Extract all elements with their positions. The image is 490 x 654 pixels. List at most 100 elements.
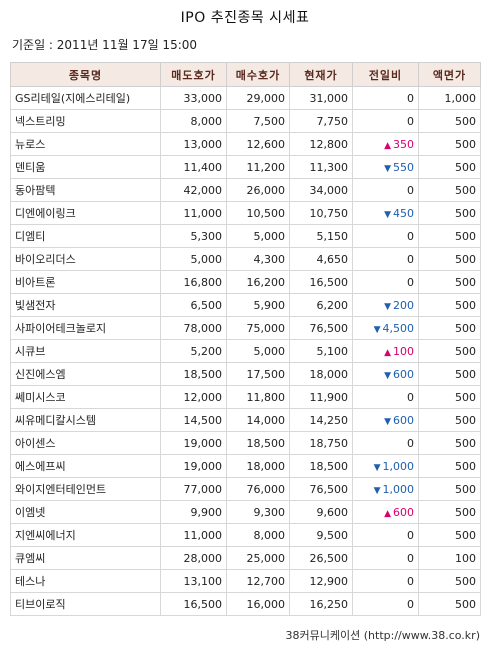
current-price-cell: 10,750	[289, 201, 353, 225]
change-cell: ▼ 200	[352, 293, 419, 317]
par-value-cell: 1,000	[418, 86, 481, 110]
bid-price-cell: 5,900	[226, 293, 290, 317]
current-price-cell: 31,000	[289, 86, 353, 110]
par-value-cell: 500	[418, 500, 481, 524]
triangle-down-icon: ▼	[373, 324, 381, 335]
change-value: 450	[393, 206, 414, 220]
triangle-down-icon: ▼	[373, 462, 381, 473]
ask-price-cell: 13,100	[160, 569, 227, 593]
bid-price-cell: 11,200	[226, 155, 290, 179]
par-value-cell: 100	[418, 546, 481, 570]
triangle-up-icon: ▲	[384, 347, 391, 358]
current-price-cell: 76,500	[289, 477, 353, 501]
stock-name-cell: 빛샘전자	[10, 293, 161, 317]
column-header-name: 종목명	[10, 62, 161, 87]
change-cell: ▼ 450	[352, 201, 419, 225]
stock-name-cell: 디엔에이링크	[10, 201, 161, 225]
stock-name-cell: 에스에프씨	[10, 454, 161, 478]
change-cell: 0	[352, 385, 419, 409]
current-price-cell: 11,900	[289, 385, 353, 409]
stock-name-cell: 동아팜텍	[10, 178, 161, 202]
bid-price-cell: 25,000	[226, 546, 290, 570]
current-price-cell: 18,750	[289, 431, 353, 455]
current-price-cell: 14,250	[289, 408, 353, 432]
change-value: 350	[393, 137, 414, 151]
stock-name-cell: 사파이어테크놀로지	[10, 316, 161, 340]
change-cell: ▼ 550	[352, 155, 419, 179]
price-table: 종목명 매도호가 매수호가 현재가 전일비 액면가 GS리테일(지에스리테일) 3…	[10, 62, 481, 616]
current-price-cell: 12,900	[289, 569, 353, 593]
par-value-cell: 500	[418, 316, 481, 340]
change-value: 550	[393, 160, 414, 174]
stock-name-cell: 덴티움	[10, 155, 161, 179]
change-cell: 0	[352, 431, 419, 455]
change-value: 200	[393, 298, 414, 312]
triangle-down-icon: ▼	[384, 209, 391, 220]
ask-price-cell: 11,400	[160, 155, 227, 179]
price-table-container: 종목명 매도호가 매수호가 현재가 전일비 액면가 GS리테일(지에스리테일) 3…	[10, 62, 481, 616]
change-value: 0	[407, 574, 414, 588]
table-row: 사파이어테크놀로지 78,000 75,000 76,500 ▼ 4,500 500	[10, 316, 481, 340]
table-row: 디엔에이링크 11,000 10,500 10,750 ▼ 450 500	[10, 201, 481, 225]
triangle-down-icon: ▼	[384, 370, 391, 381]
triangle-up-icon: ▲	[384, 140, 391, 151]
change-cell: 0	[352, 592, 419, 616]
change-cell: ▼ 4,500	[352, 316, 419, 340]
current-price-cell: 26,500	[289, 546, 353, 570]
stock-name-cell: 시큐브	[10, 339, 161, 363]
par-value-cell: 500	[418, 132, 481, 156]
triangle-down-icon: ▼	[373, 485, 381, 496]
table-row: 덴티움 11,400 11,200 11,300 ▼ 550 500	[10, 155, 481, 179]
ask-price-cell: 9,900	[160, 500, 227, 524]
bid-price-cell: 18,500	[226, 431, 290, 455]
change-value: 600	[393, 367, 414, 381]
stock-name-cell: GS리테일(지에스리테일)	[10, 86, 161, 110]
page-title: IPO 추진종목 시세표	[180, 10, 310, 26]
current-price-cell: 5,100	[289, 339, 353, 363]
par-value-cell: 500	[418, 339, 481, 363]
change-value: 0	[407, 390, 414, 404]
change-value: 0	[407, 436, 414, 450]
bid-price-cell: 16,000	[226, 592, 290, 616]
change-cell: 0	[352, 270, 419, 294]
bid-price-cell: 26,000	[226, 178, 290, 202]
ask-price-cell: 6,500	[160, 293, 227, 317]
change-cell: 0	[352, 109, 419, 133]
stock-name-cell: 큐엠씨	[10, 546, 161, 570]
change-cell: ▼ 600	[352, 362, 419, 386]
bid-price-cell: 5,000	[226, 339, 290, 363]
par-value-cell: 500	[418, 224, 481, 248]
change-value: 0	[407, 551, 414, 565]
bid-price-cell: 7,500	[226, 109, 290, 133]
bid-price-cell: 12,600	[226, 132, 290, 156]
change-cell: ▼ 1,000	[352, 454, 419, 478]
current-price-cell: 9,600	[289, 500, 353, 524]
column-header-change: 전일비	[352, 62, 419, 87]
par-value-cell: 500	[418, 385, 481, 409]
column-header-par: 액면가	[418, 62, 481, 87]
table-row: 지엔씨에너지 11,000 8,000 9,500 0 500	[10, 523, 481, 547]
par-value-cell: 500	[418, 201, 481, 225]
date-line: 기준일 : 2011년 11월 17일 15:00	[12, 38, 198, 52]
stock-name-cell: 이엠넷	[10, 500, 161, 524]
ask-price-cell: 18,500	[160, 362, 227, 386]
bid-price-cell: 11,800	[226, 385, 290, 409]
par-value-cell: 500	[418, 569, 481, 593]
change-cell: 0	[352, 523, 419, 547]
column-header-ask: 매도호가	[160, 62, 227, 87]
change-cell: ▼ 600	[352, 408, 419, 432]
ask-price-cell: 13,000	[160, 132, 227, 156]
ask-price-cell: 11,000	[160, 201, 227, 225]
table-row: 동아팜텍 42,000 26,000 34,000 0 500	[10, 178, 481, 202]
table-body: GS리테일(지에스리테일) 33,000 29,000 31,000 0 1,000 넥스트…	[10, 86, 481, 616]
change-value: 1,000	[382, 459, 415, 473]
bid-price-cell: 17,500	[226, 362, 290, 386]
change-value: 0	[407, 91, 414, 105]
table-row: GS리테일(지에스리테일) 33,000 29,000 31,000 0 1,000	[10, 86, 481, 110]
change-value: 100	[393, 344, 414, 358]
current-price-cell: 18,000	[289, 362, 353, 386]
ask-price-cell: 33,000	[160, 86, 227, 110]
table-row: 아이센스 19,000 18,500 18,750 0 500	[10, 431, 481, 455]
table-header-row: 종목명 매도호가 매수호가 현재가 전일비 액면가	[10, 62, 481, 87]
table-row: 바이오리더스 5,000 4,300 4,650 0 500	[10, 247, 481, 271]
